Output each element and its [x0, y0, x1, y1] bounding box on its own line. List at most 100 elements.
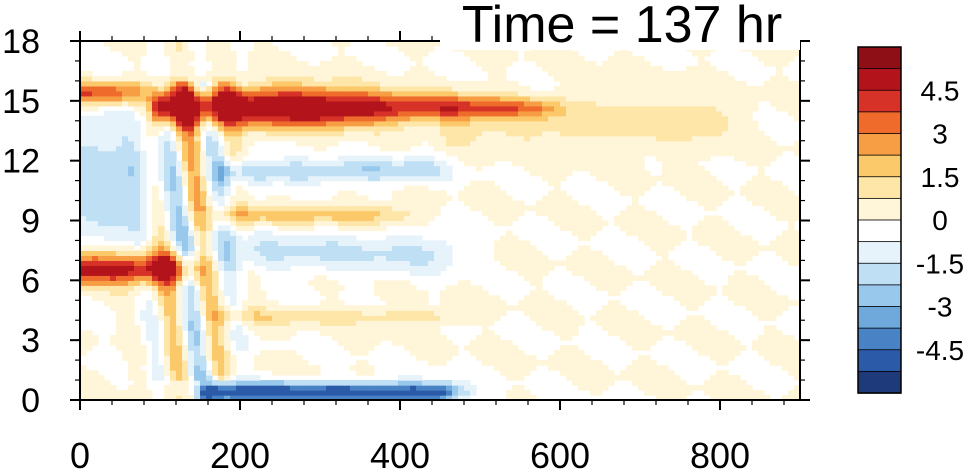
heatmap-cell	[458, 385, 465, 391]
heatmap-cell	[728, 290, 735, 296]
heatmap-cell	[620, 215, 627, 222]
heatmap-cell	[188, 315, 195, 321]
heatmap-cell	[512, 145, 519, 152]
heatmap-cell	[314, 305, 321, 311]
heatmap-cell	[152, 115, 159, 122]
heatmap-cell	[656, 385, 663, 391]
heatmap-cell	[296, 100, 303, 107]
heatmap-cell	[110, 280, 117, 286]
heatmap-cell	[416, 175, 423, 182]
heatmap-cell	[494, 365, 501, 371]
heatmap-cell	[344, 245, 351, 252]
heatmap-cell	[452, 105, 459, 112]
heatmap-cell	[212, 265, 219, 271]
heatmap-cell	[452, 395, 459, 400]
heatmap-cell	[224, 150, 231, 157]
heatmap-cell	[650, 115, 657, 122]
heatmap-cell	[386, 115, 393, 122]
heatmap-cell	[506, 240, 513, 247]
heatmap-cell	[650, 245, 657, 252]
heatmap-cell	[284, 120, 291, 127]
heatmap-cell	[572, 135, 579, 142]
heatmap-cell	[260, 115, 267, 122]
heatmap-cell	[116, 95, 123, 102]
heatmap-cell	[422, 255, 429, 261]
heatmap-cell	[338, 220, 345, 227]
heatmap-cell	[548, 365, 555, 371]
heatmap-cell	[164, 365, 171, 371]
heatmap-cell	[746, 295, 753, 301]
heatmap-cell	[308, 130, 315, 137]
heatmap-cell	[686, 325, 693, 331]
heatmap-cell	[218, 165, 225, 172]
heatmap-cell	[512, 215, 519, 222]
heatmap-cell	[488, 135, 495, 142]
heatmap-cell	[476, 115, 483, 122]
heatmap-cell	[662, 395, 669, 400]
heatmap-cell	[524, 160, 531, 167]
heatmap-cell	[218, 380, 225, 386]
heatmap-cell	[524, 125, 531, 132]
heatmap-cell	[356, 170, 363, 177]
heatmap-cell	[764, 315, 771, 321]
heatmap-cell	[488, 110, 495, 117]
heatmap-cell	[122, 185, 129, 192]
heatmap-cell	[308, 100, 315, 107]
heatmap-cell	[626, 230, 633, 237]
heatmap-cell	[344, 90, 351, 97]
heatmap-cell	[536, 205, 543, 212]
heatmap-cell	[104, 265, 111, 271]
heatmap-cell	[428, 115, 435, 122]
heatmap-cell	[578, 355, 585, 361]
heatmap-cell	[572, 380, 579, 386]
heatmap-cell	[446, 100, 453, 107]
heatmap-cell	[200, 310, 207, 316]
heatmap-cell	[776, 180, 783, 187]
heatmap-cell	[560, 365, 567, 371]
heatmap-cell	[272, 175, 279, 182]
heatmap-cell	[182, 385, 189, 391]
heatmap-cell	[314, 130, 321, 137]
heatmap-cell	[350, 385, 357, 391]
heatmap-cell	[464, 135, 471, 142]
heatmap-cell	[98, 165, 105, 172]
heatmap-cell	[470, 385, 477, 391]
heatmap-cell	[794, 260, 800, 266]
heatmap-cell	[752, 190, 759, 197]
heatmap-cell	[446, 150, 453, 157]
heatmap-cell	[770, 180, 777, 187]
heatmap-cell	[188, 395, 195, 400]
heatmap-cell	[386, 130, 393, 137]
heatmap-cell	[104, 180, 111, 187]
heatmap-cell	[164, 135, 171, 142]
heatmap-cell	[578, 270, 585, 276]
heatmap-cell	[614, 125, 621, 132]
heatmap-cell	[698, 185, 705, 192]
heatmap-cell	[536, 135, 543, 142]
heatmap-cell	[710, 395, 717, 400]
heatmap-cell	[158, 240, 165, 247]
heatmap-cell	[440, 100, 447, 107]
heatmap-cell	[170, 330, 177, 336]
heatmap-cell	[422, 380, 429, 386]
heatmap-cell	[128, 180, 135, 187]
heatmap-cell	[788, 390, 795, 396]
heatmap-cell	[248, 195, 255, 202]
heatmap-cell	[212, 155, 219, 162]
heatmap-cell	[656, 395, 663, 400]
heatmap-cell	[236, 165, 243, 172]
heatmap-cell	[632, 340, 639, 346]
heatmap-cell	[176, 270, 183, 276]
heatmap-cell	[620, 170, 627, 177]
heatmap-cell	[470, 290, 477, 296]
heatmap-cell	[422, 320, 429, 326]
heatmap-cell	[176, 170, 183, 177]
heatmap-cell	[524, 395, 531, 400]
heatmap-cell	[362, 340, 369, 346]
heatmap-cell	[158, 170, 165, 177]
heatmap-cell	[788, 335, 795, 341]
heatmap-cell	[302, 225, 309, 232]
heatmap-cell	[272, 355, 279, 361]
heatmap-cell	[194, 295, 201, 301]
heatmap-cell	[662, 230, 669, 237]
